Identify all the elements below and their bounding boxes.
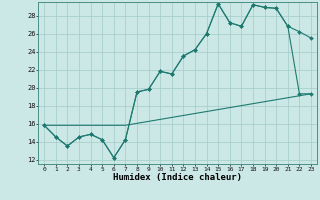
X-axis label: Humidex (Indice chaleur): Humidex (Indice chaleur)	[113, 173, 242, 182]
